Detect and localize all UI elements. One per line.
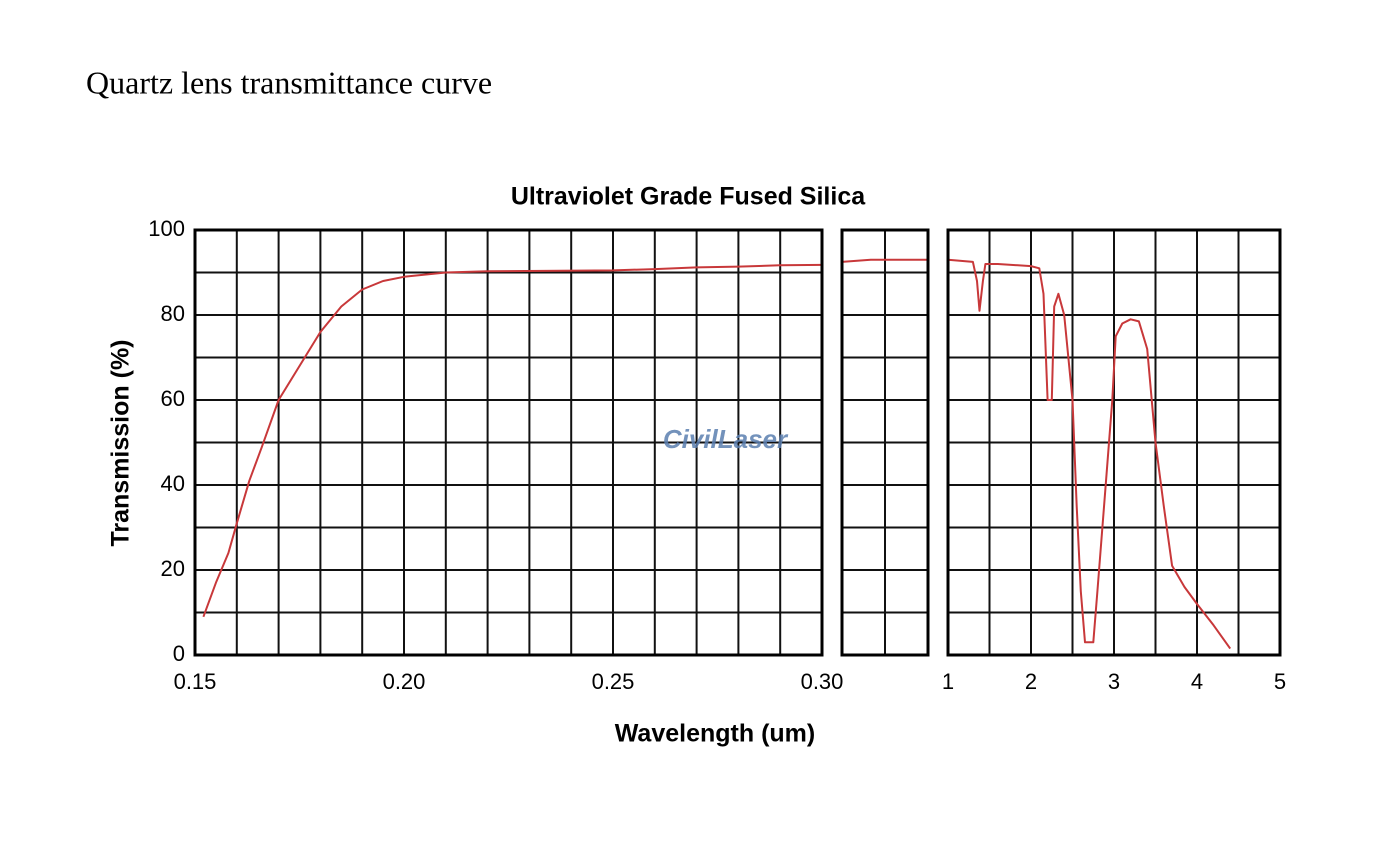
page-heading: Quartz lens transmittance curve [86, 64, 492, 100]
plot-frame [193, 228, 824, 657]
transmission-curve [841, 258, 928, 263]
y-axis-label: Transmission (%) [107, 340, 135, 547]
x-tick-label: 2 [1025, 669, 1037, 694]
x-tick-label: 5 [1274, 669, 1286, 694]
y-tick-label: 60 [161, 386, 185, 411]
y-tick-label: 20 [161, 556, 185, 581]
x-tick-label: 0.30 [801, 669, 844, 694]
y-tick-label: 40 [161, 471, 185, 496]
transmission-curve [202, 263, 823, 618]
y-tick-label: 100 [148, 216, 185, 241]
x-tick-label: 1 [942, 669, 954, 694]
transmission-curve [947, 258, 1232, 650]
watermark: CivilLaser [663, 424, 789, 454]
x-tick-label: 4 [1191, 669, 1203, 694]
plot-frame [946, 228, 1282, 657]
x-tick-label: 0.20 [383, 669, 426, 694]
y-tick-label: 80 [161, 301, 185, 326]
x-tick-label: 0.25 [592, 669, 635, 694]
plot-frame [840, 228, 930, 657]
x-tick-label: 3 [1108, 669, 1120, 694]
y-tick-label: 0 [173, 641, 185, 666]
chart-title: Ultraviolet Grade Fused Silica [511, 183, 866, 211]
x-tick-label: 0.15 [174, 669, 217, 694]
x-axis-label: Wavelength (um) [615, 720, 815, 748]
